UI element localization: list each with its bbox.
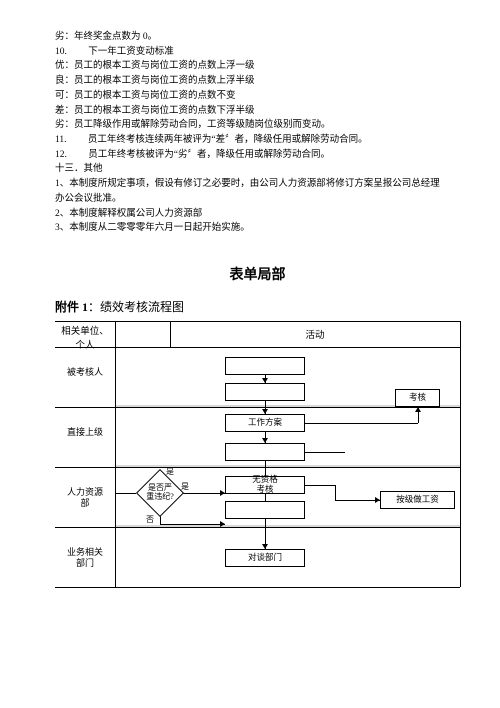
arrowhead	[220, 521, 225, 527]
line: 劣：年终奖金点数为 0。	[55, 30, 460, 45]
decision-label: 否	[146, 514, 154, 525]
line: 2、本制度解释权属公司人力资源部	[55, 207, 460, 222]
line: 劣：员工降级作用或解除劳动合同，工资等级随岗位级别而变动。	[55, 118, 460, 133]
flow-box-r3a: 无资格 考核	[225, 476, 305, 494]
decision-diamond: 是否严 重违纪?	[143, 476, 177, 510]
connector	[335, 500, 380, 501]
connector	[265, 494, 266, 501]
line: 十三．其他	[55, 162, 460, 177]
line: 优：员工的根本工资与岗位工资的点数上浮一级	[55, 59, 460, 74]
line: 1、本制度所规定事项，假设有修订之必要时，由公司人力资源部将修订方案呈报公司总经…	[55, 177, 460, 192]
swimlane-row-label: 业务相关 部门	[55, 547, 115, 570]
attachment-suffix: ：绩效考核流程图	[88, 300, 184, 314]
connector	[177, 493, 225, 494]
decision-label: 是	[166, 466, 174, 477]
swimlane-header-left: 相关单位、 个人	[55, 323, 115, 351]
policy-text: 劣：年终奖金点数为 0。 10. 下一年工资变动标准 优：员工的根本工资与岗位工…	[55, 30, 460, 236]
line: 3、本制度从二零零零年六月一日起开始实施。	[55, 221, 460, 236]
attachment-title: 附件 1：绩效考核流程图	[55, 298, 460, 315]
connector	[335, 485, 336, 500]
flowchart: 相关单位、 个人 活动被考核人直接上级人力资源 部业务相关 部门 工作方案无资格 考…	[55, 321, 460, 651]
flow-box-r3b	[225, 501, 305, 519]
flow-box-r2b	[225, 443, 305, 461]
swimlane-vline	[115, 321, 116, 587]
flow-box-r1b	[225, 383, 305, 401]
flow-box-r4: 对谈部门	[225, 549, 305, 567]
connector	[305, 423, 418, 424]
swimlane-header-right: 活动	[170, 327, 460, 341]
line: 差：员工的根本工资与岗位工资的点数下浮半级	[55, 104, 460, 119]
swimlane-row-label: 人力资源 部	[55, 487, 115, 510]
swimlane-hline	[55, 587, 460, 588]
line: 可：员工的根本工资与岗位工资的点数不变	[55, 89, 460, 104]
flow-box-r2a: 工作方案	[225, 414, 305, 432]
swimlane-right-border	[460, 321, 461, 587]
decision-label: 是	[181, 481, 189, 492]
connector	[115, 493, 136, 494]
flow-box-r1a	[225, 357, 305, 375]
line: 11. 员工年终考核连续两年被评为“差〞者，降级任用或解除劳动合同。	[55, 133, 460, 148]
connector	[305, 452, 345, 453]
line: 良：员工的根本工资与岗位工资的点数上浮半级	[55, 74, 460, 89]
line: 10. 下一年工资变动标准	[55, 45, 460, 60]
connector	[305, 485, 335, 486]
connector	[160, 524, 225, 525]
swimlane-row-label: 被考核人	[55, 367, 115, 378]
swimlane-row-label: 直接上级	[55, 427, 115, 438]
arrowhead	[415, 407, 421, 412]
section-title: 表单局部	[55, 264, 460, 284]
line: 办公会议批准。	[55, 192, 460, 207]
attachment-prefix: 附件 1	[55, 300, 88, 314]
flow-box-kh: 考核	[395, 389, 440, 407]
flow-box-gj: 按级做工资	[380, 491, 455, 509]
line: 12. 员工年终考核被评为“劣〞者，降级任用或解除劳动合同。	[55, 148, 460, 163]
